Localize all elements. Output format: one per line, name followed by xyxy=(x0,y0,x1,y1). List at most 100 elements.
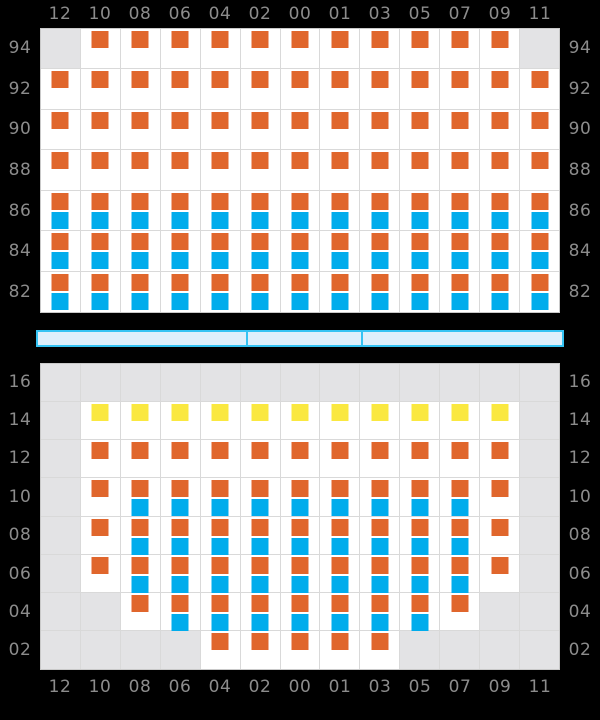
grid-cell-84-11[interactable] xyxy=(520,231,559,272)
grid-cell-88-05[interactable] xyxy=(400,150,441,191)
grid-cell-90-12[interactable] xyxy=(41,109,81,151)
grid-cell-94-07[interactable] xyxy=(440,29,481,70)
grid-cell-10-01[interactable] xyxy=(320,478,361,517)
grid-cell-04-08[interactable] xyxy=(120,592,161,631)
grid-cell-04-05[interactable] xyxy=(400,592,441,631)
grid-cell-94-06[interactable] xyxy=(160,29,201,70)
scrollbar-segment-3[interactable] xyxy=(363,332,562,345)
grid-cell-12-05[interactable] xyxy=(400,440,441,479)
grid-cell-02-03[interactable] xyxy=(360,630,401,669)
grid-cell-94-08[interactable] xyxy=(120,29,161,70)
grid-cell-06-08[interactable] xyxy=(120,554,161,593)
grid-cell-86-07[interactable] xyxy=(440,190,481,232)
grid-cell-88-04[interactable] xyxy=(200,150,241,191)
grid-cell-06-09[interactable] xyxy=(480,554,521,593)
grid-cell-08-00[interactable] xyxy=(280,516,321,555)
grid-cell-90-01[interactable] xyxy=(320,109,361,151)
grid-cell-88-06[interactable] xyxy=(160,150,201,191)
grid-cell-92-11[interactable] xyxy=(520,69,559,110)
grid-cell-12-01[interactable] xyxy=(320,440,361,479)
grid-cell-84-03[interactable] xyxy=(360,231,401,272)
scrollbar-segment-2[interactable] xyxy=(248,332,363,345)
grid-cell-12-08[interactable] xyxy=(120,440,161,479)
grid-cell-04-00[interactable] xyxy=(280,592,321,631)
grid-cell-14-00[interactable] xyxy=(280,402,321,441)
horizontal-scrollbar[interactable] xyxy=(36,330,564,347)
grid-cell-88-12[interactable] xyxy=(41,150,81,191)
grid-cell-84-10[interactable] xyxy=(80,231,121,272)
grid-cell-04-01[interactable] xyxy=(320,592,361,631)
grid-cell-82-00[interactable] xyxy=(280,271,321,312)
grid-cell-94-10[interactable] xyxy=(80,29,121,70)
grid-cell-84-01[interactable] xyxy=(320,231,361,272)
grid-cell-82-09[interactable] xyxy=(480,271,521,312)
grid-cell-06-03[interactable] xyxy=(360,554,401,593)
grid-cell-90-03[interactable] xyxy=(360,109,401,151)
grid-cell-90-06[interactable] xyxy=(160,109,201,151)
grid-cell-04-04[interactable] xyxy=(200,592,241,631)
grid-cell-84-08[interactable] xyxy=(120,231,161,272)
grid-cell-92-02[interactable] xyxy=(240,69,281,110)
grid-cell-10-02[interactable] xyxy=(240,478,281,517)
grid-cell-08-10[interactable] xyxy=(80,516,121,555)
grid-cell-82-05[interactable] xyxy=(400,271,441,312)
grid-cell-08-09[interactable] xyxy=(480,516,521,555)
grid-cell-02-02[interactable] xyxy=(240,630,281,669)
grid-cell-82-11[interactable] xyxy=(520,271,559,312)
grid-cell-08-08[interactable] xyxy=(120,516,161,555)
grid-cell-84-06[interactable] xyxy=(160,231,201,272)
grid-cell-12-03[interactable] xyxy=(360,440,401,479)
grid-cell-10-00[interactable] xyxy=(280,478,321,517)
grid-cell-86-12[interactable] xyxy=(41,190,81,232)
grid-cell-92-04[interactable] xyxy=(200,69,241,110)
grid-cell-06-07[interactable] xyxy=(440,554,481,593)
grid-cell-06-00[interactable] xyxy=(280,554,321,593)
grid-cell-84-12[interactable] xyxy=(41,231,81,272)
grid-cell-88-01[interactable] xyxy=(320,150,361,191)
grid-cell-02-00[interactable] xyxy=(280,630,321,669)
grid-cell-92-09[interactable] xyxy=(480,69,521,110)
grid-cell-12-00[interactable] xyxy=(280,440,321,479)
grid-cell-90-04[interactable] xyxy=(200,109,241,151)
grid-cell-10-08[interactable] xyxy=(120,478,161,517)
grid-cell-92-01[interactable] xyxy=(320,69,361,110)
grid-cell-94-09[interactable] xyxy=(480,29,521,70)
grid-cell-82-02[interactable] xyxy=(240,271,281,312)
grid-cell-92-06[interactable] xyxy=(160,69,201,110)
grid-cell-06-06[interactable] xyxy=(160,554,201,593)
grid-cell-82-07[interactable] xyxy=(440,271,481,312)
grid-cell-92-12[interactable] xyxy=(41,69,81,110)
grid-cell-92-07[interactable] xyxy=(440,69,481,110)
grid-cell-94-01[interactable] xyxy=(320,29,361,70)
grid-cell-86-05[interactable] xyxy=(400,190,441,232)
grid-cell-10-04[interactable] xyxy=(200,478,241,517)
top-chart-grid[interactable] xyxy=(40,28,560,313)
grid-cell-06-04[interactable] xyxy=(200,554,241,593)
grid-cell-86-09[interactable] xyxy=(480,190,521,232)
grid-cell-94-05[interactable] xyxy=(400,29,441,70)
grid-cell-14-09[interactable] xyxy=(480,402,521,441)
grid-cell-08-07[interactable] xyxy=(440,516,481,555)
grid-cell-82-03[interactable] xyxy=(360,271,401,312)
grid-cell-14-03[interactable] xyxy=(360,402,401,441)
grid-cell-82-12[interactable] xyxy=(41,271,81,312)
grid-cell-08-06[interactable] xyxy=(160,516,201,555)
grid-cell-94-04[interactable] xyxy=(200,29,241,70)
grid-cell-06-10[interactable] xyxy=(80,554,121,593)
grid-cell-90-02[interactable] xyxy=(240,109,281,151)
grid-cell-82-08[interactable] xyxy=(120,271,161,312)
grid-cell-82-04[interactable] xyxy=(200,271,241,312)
grid-cell-10-09[interactable] xyxy=(480,478,521,517)
grid-cell-86-10[interactable] xyxy=(80,190,121,232)
grid-cell-90-09[interactable] xyxy=(480,109,521,151)
grid-cell-12-04[interactable] xyxy=(200,440,241,479)
scrollbar-segment-1[interactable] xyxy=(38,332,248,345)
grid-cell-12-09[interactable] xyxy=(480,440,521,479)
grid-cell-06-01[interactable] xyxy=(320,554,361,593)
grid-cell-82-06[interactable] xyxy=(160,271,201,312)
grid-cell-14-01[interactable] xyxy=(320,402,361,441)
grid-cell-88-08[interactable] xyxy=(120,150,161,191)
grid-cell-86-00[interactable] xyxy=(280,190,321,232)
grid-cell-08-03[interactable] xyxy=(360,516,401,555)
grid-cell-88-10[interactable] xyxy=(80,150,121,191)
